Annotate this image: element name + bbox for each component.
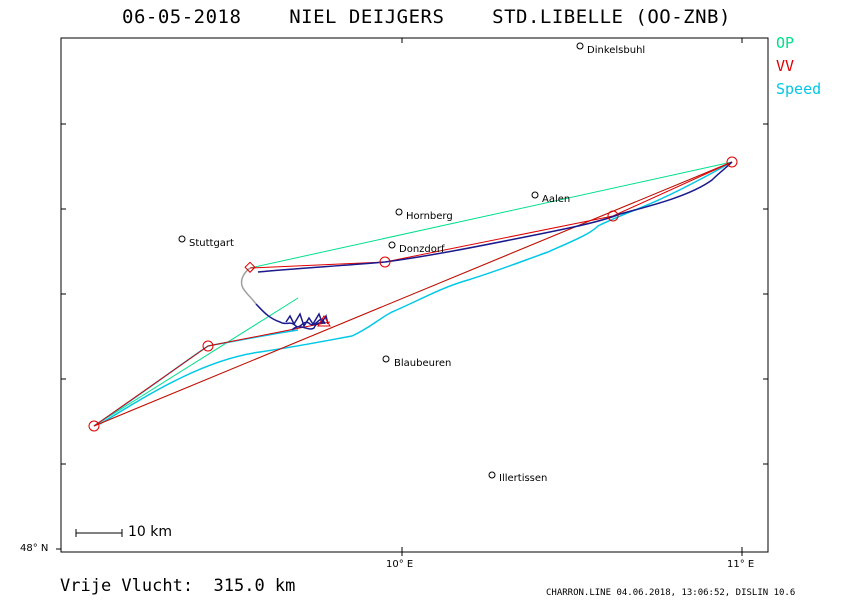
city-marker-stuttgart (178, 235, 186, 243)
city-label-blaubeuren: Blaubeuren (394, 358, 452, 369)
city-marker-blaubeuren (382, 355, 390, 363)
gps-track (255, 161, 733, 331)
footer-credit: CHARRON.LINE 04.06.2018, 13:06:52, DISLI… (546, 588, 796, 598)
turnpoint-aalen-circle (607, 210, 619, 222)
city-label-stuttgart: Stuttgart (189, 238, 234, 249)
city-label-aalen: Aalen (542, 194, 571, 205)
city-marker-aalen (531, 191, 539, 199)
turnpoint-start-circle (88, 420, 100, 432)
city-label-dinkelsbuhl: Dinkelsbuhl (587, 45, 646, 56)
turnpoint-markers (88, 156, 738, 432)
lon-axis-label-10: 10° E (386, 559, 414, 570)
vv-lines (93, 161, 733, 427)
left-axis-ticks (56, 38, 768, 556)
city-marker-illertissen (488, 471, 496, 479)
city-markers (178, 42, 584, 479)
turnpoint-west-circle (202, 340, 214, 352)
legend-vv: VV (776, 57, 795, 75)
legend-op: OP (776, 34, 795, 52)
lat-axis-label: 48° N (20, 543, 49, 554)
scale-bar (75, 529, 123, 537)
finish-triangle (317, 315, 331, 327)
city-marker-hornberg (395, 208, 403, 216)
speed-track-west (93, 329, 299, 427)
start-trace (240, 267, 257, 305)
free-flight-distance: Vrije Vlucht: 315.0 km (60, 576, 296, 596)
legend-speed: Speed (776, 80, 822, 98)
turnpoint-east-circle (726, 156, 738, 168)
city-label-hornberg: Hornberg (406, 211, 453, 222)
map-frame (60, 37, 769, 553)
gps-track-thermal (285, 312, 329, 328)
turnpoint-mid-circle (379, 256, 391, 268)
map-title: 06-05-2018 NIEL DEIJGERS STD.LIBELLE (OO… (122, 6, 731, 28)
city-label-illertissen: Illertissen (499, 473, 548, 484)
start-diamond (244, 261, 256, 273)
city-marker-donzdorf (388, 241, 396, 249)
scale-bar-label: 10 km (128, 524, 173, 540)
lon-axis-label-11: 11° E (727, 559, 755, 570)
city-marker-dinkelsbuhl (576, 42, 584, 50)
city-label-donzdorf: Donzdorf (399, 244, 445, 255)
